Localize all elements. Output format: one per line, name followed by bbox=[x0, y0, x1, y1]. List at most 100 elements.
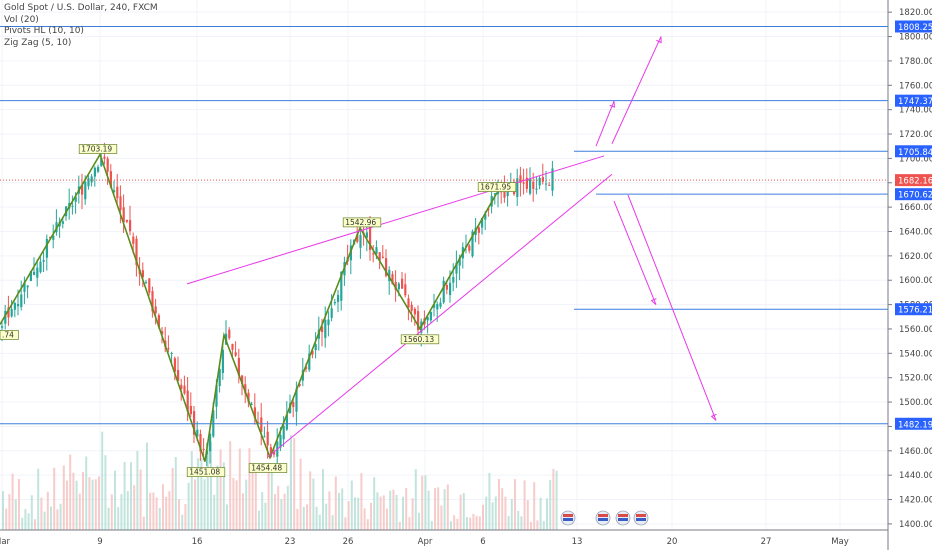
pivot-label-box bbox=[78, 144, 118, 154]
candle-body bbox=[401, 278, 404, 289]
volume-bar bbox=[386, 508, 388, 530]
y-tick-label: 1420.00 bbox=[899, 496, 932, 506]
flag-icon bbox=[563, 514, 573, 517]
volume-bar bbox=[555, 470, 558, 530]
volume-bar bbox=[168, 491, 171, 530]
pivot-label: 1542.96 bbox=[345, 218, 376, 227]
volume-bar bbox=[216, 465, 219, 530]
level-price-label-bg bbox=[895, 94, 932, 107]
x-tick-label: 20 bbox=[667, 537, 678, 547]
volume-bar bbox=[270, 468, 273, 530]
candle-body bbox=[148, 278, 151, 293]
candle-body bbox=[109, 171, 112, 188]
candle-body bbox=[74, 196, 77, 202]
volume-bar bbox=[418, 512, 420, 530]
volume-bar bbox=[504, 496, 507, 530]
candle-body bbox=[340, 271, 343, 301]
y-tick-label: 1440.00 bbox=[899, 471, 932, 481]
volume-bar bbox=[46, 491, 49, 530]
candle-body bbox=[442, 280, 445, 303]
candle-body bbox=[244, 384, 247, 394]
volume-bar bbox=[274, 494, 276, 530]
y-tick-label: 1600.00 bbox=[899, 276, 932, 286]
volume-bar bbox=[229, 441, 232, 530]
volume-bar bbox=[328, 491, 331, 530]
y-tick-label: 1640.00 bbox=[899, 227, 932, 237]
candle-body bbox=[525, 177, 528, 189]
pivot-label-box bbox=[477, 182, 517, 192]
volume-bar bbox=[254, 463, 257, 530]
volume-bar bbox=[56, 509, 59, 530]
candle-body bbox=[375, 247, 378, 254]
candle-body bbox=[161, 331, 164, 335]
legend-volume: Vol (20) bbox=[4, 14, 39, 25]
x-tick-label: 6 bbox=[480, 537, 485, 547]
volume-bar bbox=[126, 491, 129, 530]
candle-body bbox=[170, 352, 173, 354]
volume-bar bbox=[123, 462, 126, 530]
candle-body bbox=[132, 236, 135, 244]
volume-bar bbox=[75, 480, 78, 530]
volume-bar bbox=[549, 479, 552, 530]
candle-body bbox=[385, 258, 388, 276]
volume-bar bbox=[523, 480, 526, 530]
volume-bar bbox=[360, 473, 363, 530]
pivot-label: 1454.48 bbox=[251, 464, 282, 473]
current-price-label-bg bbox=[895, 174, 932, 187]
volume-bar bbox=[98, 476, 100, 530]
y-tick-label: 1820.00 bbox=[899, 8, 932, 18]
x-tick-label: 9 bbox=[97, 537, 102, 547]
candle-body bbox=[116, 186, 119, 199]
candle-body bbox=[263, 436, 266, 438]
candle-body bbox=[484, 213, 487, 220]
volume-bar bbox=[82, 472, 84, 530]
candle-body bbox=[545, 183, 548, 185]
candle-body bbox=[52, 235, 55, 240]
candle-body bbox=[103, 156, 106, 159]
candle-body bbox=[253, 407, 256, 419]
volume-bar bbox=[2, 491, 4, 530]
candle-body bbox=[173, 358, 176, 372]
projection-arrow-head bbox=[609, 101, 615, 108]
candle-body bbox=[529, 179, 532, 194]
candle-body bbox=[33, 271, 36, 276]
volume-bar bbox=[331, 515, 334, 530]
candle-body bbox=[241, 375, 244, 385]
candle-body bbox=[125, 219, 128, 222]
volume-bar bbox=[347, 501, 350, 530]
volume-bar bbox=[434, 488, 436, 530]
y-tick-label: 1760.00 bbox=[899, 81, 932, 91]
volume-bar bbox=[526, 500, 529, 530]
legend-pivots: Pivots HL (10, 10) bbox=[4, 26, 84, 36]
volume-bar bbox=[501, 488, 504, 530]
volume-bar bbox=[184, 504, 187, 530]
volume-bar bbox=[206, 442, 209, 530]
volume-bar bbox=[149, 492, 152, 530]
volume-bar bbox=[462, 492, 465, 530]
candle-body bbox=[81, 185, 84, 195]
volume-bar bbox=[136, 450, 139, 530]
volume-bar bbox=[261, 492, 264, 530]
candle-body bbox=[122, 207, 125, 223]
candle-body bbox=[45, 238, 48, 258]
volume-bar bbox=[88, 477, 91, 530]
candle-body bbox=[493, 193, 496, 195]
candle-body bbox=[541, 177, 544, 182]
candle-body bbox=[129, 220, 132, 232]
volume-bar bbox=[296, 508, 299, 530]
volume-bar bbox=[318, 514, 321, 530]
volume-bar bbox=[139, 469, 142, 530]
volume-bar bbox=[466, 517, 468, 530]
candle-body bbox=[481, 218, 484, 228]
volume-bar bbox=[475, 515, 478, 530]
candle-body bbox=[247, 392, 250, 402]
candle-body bbox=[449, 282, 452, 296]
candle-body bbox=[378, 252, 381, 261]
candle-body bbox=[7, 307, 10, 318]
volume-bar bbox=[373, 477, 376, 530]
volume-bar bbox=[488, 473, 491, 530]
volume-bar bbox=[469, 517, 472, 530]
candle-body bbox=[445, 284, 448, 290]
